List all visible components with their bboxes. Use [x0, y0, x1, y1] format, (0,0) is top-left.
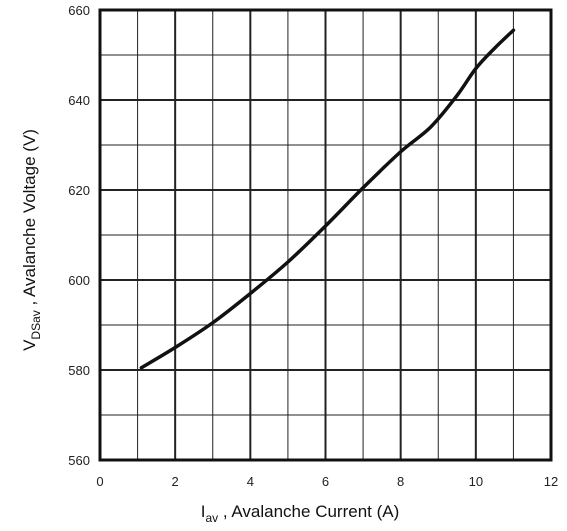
series-line: [139, 28, 516, 370]
x-axis-label-main: I: [201, 502, 206, 521]
y-axis-label-sub: DSav: [29, 310, 43, 339]
x-axis-label-sub: av: [205, 511, 218, 525]
y-tick-label: 660: [68, 3, 90, 18]
y-tick-label: 620: [68, 183, 90, 198]
y-axis-label-main: V: [20, 339, 39, 351]
x-axis-label: Iav , Avalanche Current (A): [201, 502, 400, 525]
x-tick-label: 12: [544, 474, 558, 489]
y-tick-label: 600: [68, 273, 90, 288]
x-tick-label: 0: [96, 474, 103, 489]
x-axis-label-rest: , Avalanche Current (A): [218, 502, 399, 521]
y-axis-label: VDSav , Avalanche Voltage (V): [20, 129, 43, 351]
x-tick-label: 10: [469, 474, 483, 489]
y-tick-labels: 560 580 600 620 640 660: [68, 3, 90, 468]
major-gridlines: [100, 10, 551, 460]
x-tick-label: 6: [322, 474, 329, 489]
x-tick-label: 4: [247, 474, 254, 489]
y-tick-label: 560: [68, 453, 90, 468]
x-tick-label: 8: [397, 474, 404, 489]
plot-frame: [98, 8, 553, 462]
x-tick-label: 2: [172, 474, 179, 489]
y-tick-label: 580: [68, 363, 90, 378]
y-tick-label: 640: [68, 93, 90, 108]
y-axis-label-rest: , Avalanche Voltage (V): [20, 129, 39, 310]
x-tick-labels: 0 2 4 6 8 10 12: [96, 474, 558, 489]
